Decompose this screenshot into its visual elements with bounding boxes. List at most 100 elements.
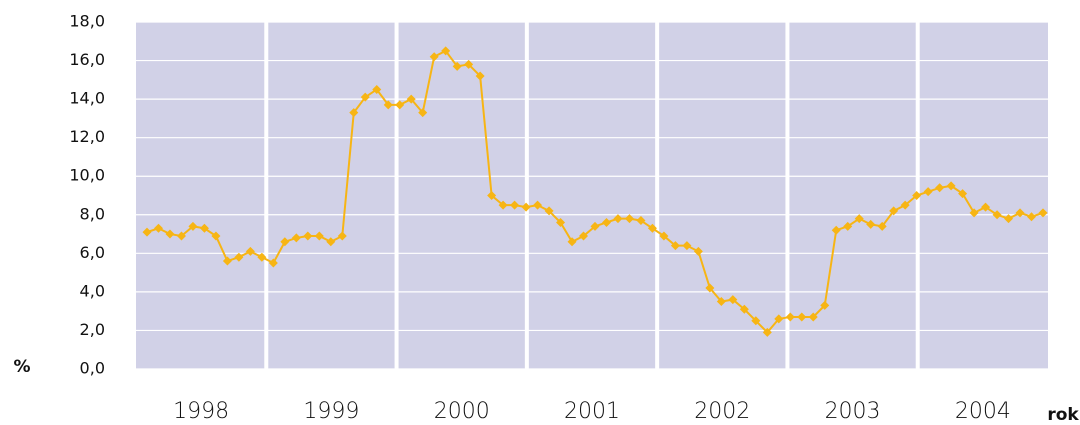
marker <box>429 52 439 62</box>
marker <box>521 202 531 212</box>
marker <box>636 216 646 226</box>
y-tick-label: 4,0 <box>80 281 105 300</box>
marker <box>693 246 703 256</box>
x-tick-label: 2004 <box>955 399 1011 424</box>
marker <box>291 233 301 243</box>
marker <box>441 46 451 56</box>
marker <box>1027 212 1037 222</box>
marker <box>751 316 761 326</box>
marker <box>176 231 186 241</box>
marker <box>1038 208 1048 218</box>
marker <box>245 246 255 256</box>
y-axis-label: % <box>13 357 30 377</box>
marker <box>475 71 485 81</box>
marker <box>418 108 428 118</box>
marker <box>912 191 922 200</box>
marker <box>556 217 566 227</box>
x-axis-label: rok <box>1047 405 1079 425</box>
marker <box>1015 208 1025 218</box>
y-tick-label: 8,0 <box>80 204 105 223</box>
x-tick-label: 2002 <box>694 399 750 424</box>
marker <box>188 221 198 231</box>
marker <box>682 241 692 251</box>
marker <box>590 221 600 231</box>
marker <box>946 181 956 191</box>
marker <box>383 100 393 110</box>
marker <box>211 231 221 241</box>
marker <box>739 304 749 314</box>
marker <box>326 237 336 247</box>
y-tick-label: 12,0 <box>69 127 105 146</box>
marker <box>199 223 209 233</box>
x-tick-label: 1999 <box>303 399 359 424</box>
marker <box>567 237 577 247</box>
marker <box>935 183 945 193</box>
marker <box>889 206 899 216</box>
marker <box>670 241 680 251</box>
y-tick-label: 10,0 <box>69 166 105 185</box>
x-tick-label: 2003 <box>825 399 881 424</box>
y-tick-label: 18,0 <box>69 12 105 31</box>
y-tick-label: 6,0 <box>80 243 105 262</box>
marker <box>820 300 830 310</box>
marker <box>349 108 359 118</box>
marker <box>762 327 772 337</box>
marker <box>705 283 715 293</box>
x-tick-label: 2000 <box>434 399 490 424</box>
marker <box>406 94 416 104</box>
marker <box>831 225 841 235</box>
marker <box>280 237 290 247</box>
marker <box>487 191 497 200</box>
marker <box>222 256 232 266</box>
y-tick-label: 14,0 <box>69 89 105 108</box>
marker <box>716 297 726 307</box>
marker <box>579 231 589 241</box>
x-tick-label: 2001 <box>564 399 620 424</box>
marker <box>544 206 554 216</box>
y-tick-label: 0,0 <box>80 359 105 378</box>
marker <box>314 231 324 241</box>
marker <box>268 258 278 268</box>
marker <box>498 200 508 210</box>
marker <box>854 214 864 224</box>
marker <box>1004 214 1014 224</box>
marker <box>797 312 807 322</box>
marker <box>774 314 784 324</box>
marker <box>464 59 474 69</box>
marker <box>337 231 347 241</box>
marker <box>969 208 979 218</box>
marker <box>510 200 520 210</box>
marker <box>866 219 876 229</box>
marker <box>142 227 152 237</box>
marker <box>923 187 933 197</box>
marker <box>613 214 623 224</box>
marker <box>624 214 634 224</box>
marker <box>601 217 611 227</box>
marker <box>153 223 163 233</box>
plot-area <box>136 22 1048 369</box>
marker <box>452 61 462 71</box>
marker <box>981 202 991 212</box>
marker <box>958 189 968 199</box>
marker <box>647 223 657 233</box>
marker <box>257 252 267 262</box>
marker <box>728 295 738 305</box>
marker <box>360 92 370 102</box>
y-tick-label: 16,0 <box>69 50 105 69</box>
marker <box>785 312 795 322</box>
marker <box>395 100 405 110</box>
marker <box>372 84 382 94</box>
x-tick-label: 1998 <box>173 399 229 424</box>
marker <box>808 312 818 322</box>
marker <box>659 231 669 241</box>
marker <box>303 231 313 241</box>
marker <box>843 221 853 231</box>
y-tick-label: 2,0 <box>80 320 105 339</box>
marker <box>992 210 1002 220</box>
marker <box>165 229 175 239</box>
marker <box>900 200 910 210</box>
marker <box>234 252 244 262</box>
marker <box>877 221 887 231</box>
marker <box>533 200 543 210</box>
